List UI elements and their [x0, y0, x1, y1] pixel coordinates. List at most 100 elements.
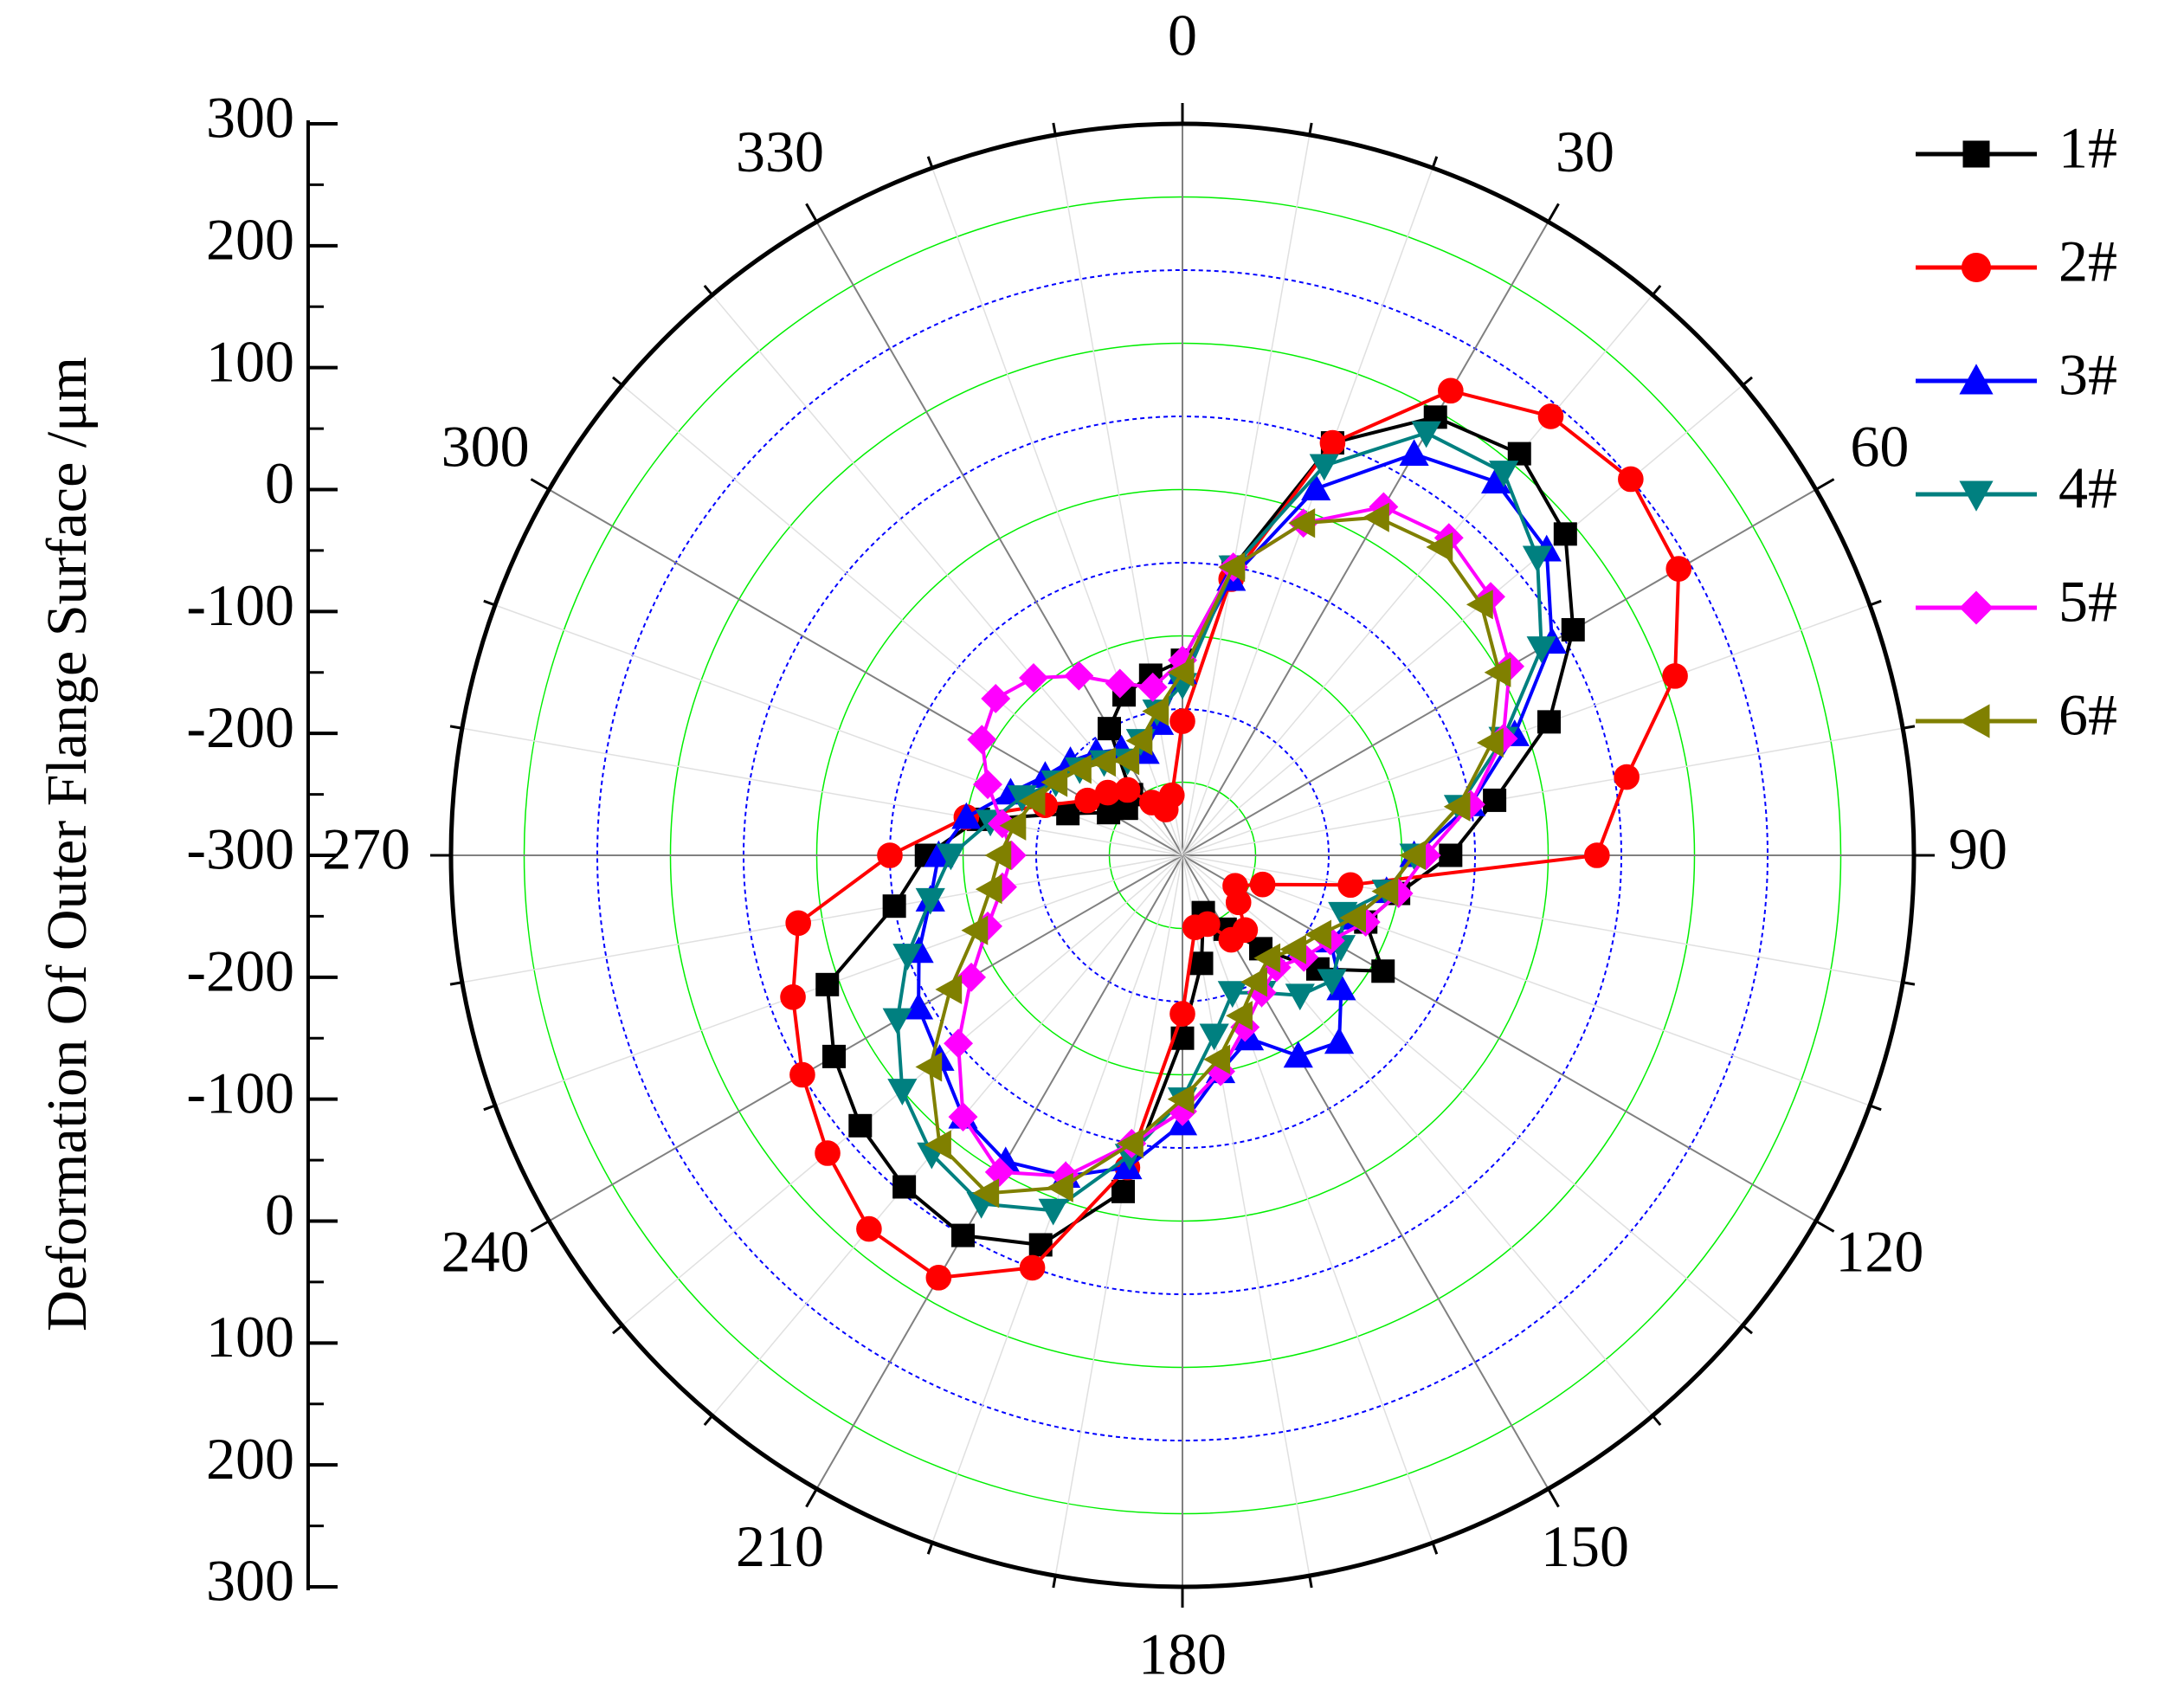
data-point: [1019, 663, 1048, 693]
data-point: [957, 962, 987, 992]
ring-tick: [1052, 122, 1057, 136]
grid-spoke: [1182, 854, 1817, 1222]
data-point: [1142, 696, 1169, 726]
data-point: [1399, 439, 1429, 467]
data-point: [1064, 661, 1094, 691]
angle-label: 180: [1138, 1621, 1227, 1687]
angle-label: 210: [736, 1513, 824, 1579]
data-point: [1305, 919, 1332, 950]
radial-axis: 300 200 100 0 -100 -200 -300 -200 -100 0 100 200 300: [186, 85, 338, 1614]
radial-tick-label: -300: [186, 816, 294, 882]
data-point: [1125, 725, 1153, 756]
data-point: [1253, 943, 1281, 973]
ring-tick: [1652, 1415, 1662, 1426]
data-point: [973, 770, 1002, 800]
ring-tick: [1547, 1488, 1560, 1508]
grid-spoke: [1182, 854, 1904, 983]
ring-tick: [1815, 1220, 1835, 1233]
angle-label: 60: [1850, 414, 1909, 480]
angle-label: 300: [441, 414, 530, 480]
ring-tick: [1308, 1575, 1313, 1589]
ring-tick: [926, 1542, 934, 1555]
ring-tick: [1902, 981, 1916, 986]
data-point: [925, 1265, 952, 1291]
data-point: [1169, 708, 1195, 734]
data-point: [1218, 552, 1246, 583]
data-point: [1040, 767, 1068, 797]
data-point: [1614, 764, 1640, 790]
angular-axis-labels: 0 30 60 90 120 150 180 210 240 270 300 330: [322, 3, 2007, 1687]
ring-tick: [703, 285, 713, 296]
data-point: [1483, 788, 1507, 812]
data-point: [1561, 617, 1585, 641]
legend-marker: [1959, 590, 1994, 625]
grid-spoke: [1182, 854, 1871, 1106]
grid-spoke: [1054, 854, 1183, 1576]
grid-spoke: [1182, 854, 1311, 1576]
data-point: [967, 725, 997, 755]
ring-tick: [1431, 1542, 1439, 1555]
data-point: [1111, 1179, 1136, 1203]
data-point: [1439, 843, 1463, 867]
data-point: [780, 983, 806, 1010]
radial-tick-label: 0: [265, 450, 294, 516]
data-point: [1618, 466, 1644, 493]
ring-tick: [1869, 599, 1882, 607]
ring-tick: [449, 725, 463, 730]
ring-tick: [805, 1488, 818, 1508]
data-point: [1098, 717, 1121, 741]
data-point: [944, 1028, 974, 1059]
data-point: [822, 1044, 847, 1068]
legend-label: 2#: [2058, 229, 2117, 294]
ring-tick: [1815, 478, 1835, 491]
data-point: [1169, 1001, 1195, 1027]
angle-label: 30: [1556, 119, 1614, 184]
data-point: [887, 1079, 918, 1106]
data-point: [1217, 981, 1247, 1009]
ring-tick: [530, 1220, 550, 1233]
data-point: [1167, 1084, 1195, 1114]
data-point: [1484, 657, 1511, 687]
radial-tick-label: 200: [206, 1426, 294, 1492]
ring-tick: [1742, 1325, 1753, 1335]
data-point: [785, 910, 811, 937]
grid-spoke: [1182, 727, 1904, 856]
data-point: [1283, 1041, 1313, 1068]
data-point: [815, 972, 840, 996]
data-point: [1279, 934, 1306, 964]
data-point: [1240, 967, 1267, 997]
grid-spoke: [1182, 854, 1549, 1490]
data-point: [1489, 461, 1519, 487]
series-6: [915, 502, 1511, 1209]
data-point: [1553, 522, 1577, 546]
data-point: [1105, 668, 1135, 699]
data-point: [981, 683, 1011, 713]
series-5: [944, 492, 1525, 1191]
data-point: [1411, 421, 1441, 448]
data-point: [1114, 777, 1141, 803]
grid-spoke: [1182, 604, 1871, 856]
data-point: [975, 874, 1002, 905]
data-point: [1189, 951, 1214, 976]
data-point: [1182, 914, 1208, 941]
grid-spoke: [461, 854, 1183, 983]
ring-tick: [1652, 285, 1662, 296]
data-point: [1203, 1044, 1231, 1074]
data-point: [951, 802, 982, 829]
radial-tick-label: 0: [265, 1182, 294, 1247]
data-point: [924, 1130, 951, 1160]
series-1: [815, 405, 1585, 1257]
data-point: [951, 1223, 975, 1247]
data-point: [1117, 1128, 1144, 1158]
grid-spoke: [1054, 134, 1183, 856]
grid-spoke: [1182, 167, 1433, 856]
legend-label: 4#: [2058, 455, 2117, 521]
data-point: [1309, 454, 1339, 481]
legend-marker: [1962, 253, 1991, 282]
grid-spoke: [1182, 134, 1311, 856]
data-point: [1526, 636, 1556, 663]
data-point: [1112, 745, 1140, 776]
data-point: [815, 1140, 841, 1166]
radial-tick-label: 300: [206, 85, 294, 151]
data-point: [984, 1157, 1015, 1187]
